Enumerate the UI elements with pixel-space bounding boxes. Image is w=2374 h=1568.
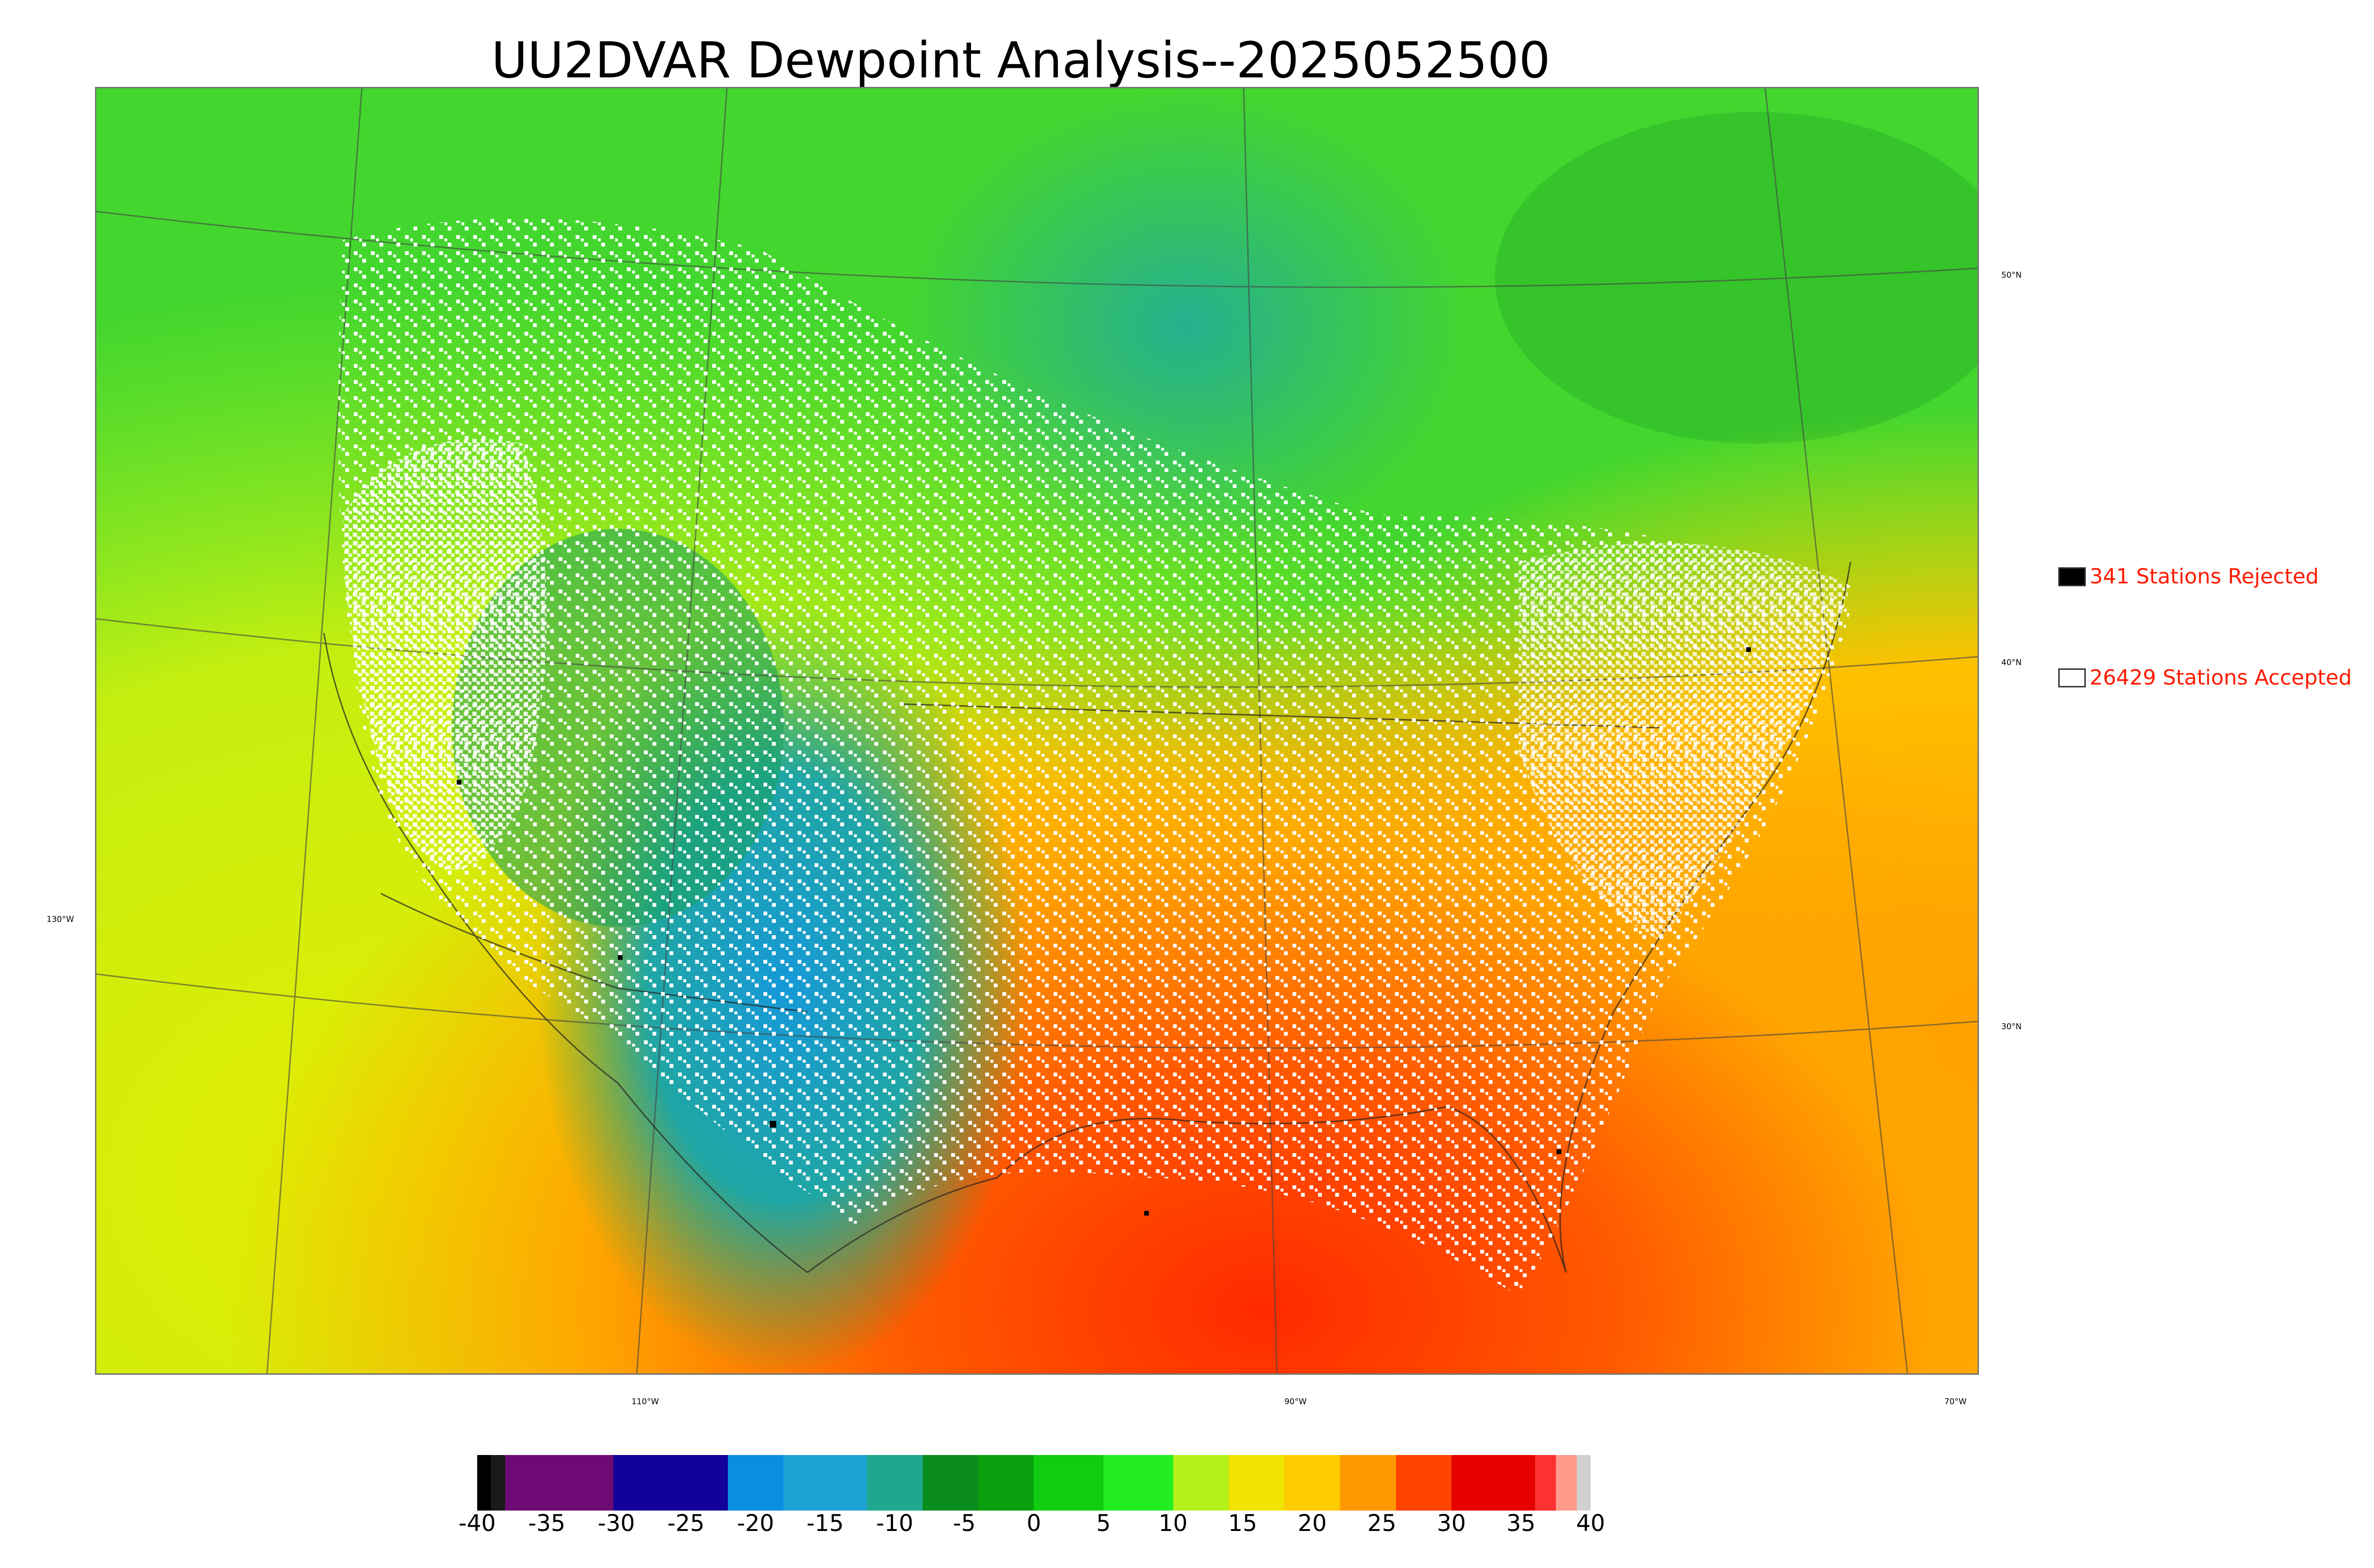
colorbar-segment	[1576, 1455, 1591, 1511]
colorbar-segment	[1451, 1455, 1535, 1511]
colorbar	[477, 1455, 1591, 1511]
colorbar-segment	[1173, 1455, 1229, 1511]
colorbar-tick-label: 0	[1027, 1510, 1041, 1537]
colorbar-tick-label: 40	[1576, 1510, 1605, 1537]
colorbar-ticks: -40 -35 -30 -25 -20 -15 -10 -5 0 5 10 15 20 25 30 35 40	[459, 1510, 1605, 1540]
colorbar-tick-label: -40	[458, 1510, 496, 1537]
colorbar-segment	[1340, 1455, 1396, 1511]
colorbar-segment	[1034, 1455, 1104, 1511]
accepted-stations	[338, 218, 1851, 1296]
colorbar-tick-label: -25	[667, 1510, 705, 1537]
colorbar-tick-label: 30	[1437, 1510, 1466, 1537]
colorbar-tick-label: 10	[1159, 1510, 1188, 1537]
colorbar-tick-label: -30	[597, 1510, 635, 1537]
rejected-swatch	[2058, 567, 2086, 586]
rejected-label: 341 Stations Rejected	[2090, 564, 2319, 589]
lat-label-30n: 30°N	[2001, 1022, 2022, 1032]
accepted-stations-dense	[343, 439, 547, 870]
colorbar-segment	[1535, 1455, 1556, 1511]
colorbar-tick-label: 5	[1096, 1510, 1111, 1537]
colorbar-segment	[922, 1455, 979, 1511]
colorbar-segment	[1395, 1455, 1451, 1511]
colorbar-segment	[1103, 1455, 1173, 1511]
colorbar-tick-label: 25	[1367, 1510, 1396, 1537]
colorbar-segment	[505, 1455, 614, 1511]
lon-label-130w: 130°W	[47, 915, 74, 924]
colorbar-tick-label: -5	[953, 1510, 976, 1537]
lat-label-40n: 40°N	[2001, 658, 2022, 667]
colorbar-tick-label: -35	[528, 1510, 565, 1537]
lon-label-90w: 90°W	[1284, 1397, 1307, 1407]
colorbar-segment	[613, 1455, 728, 1511]
lat-label-50n: 50°N	[2001, 271, 2022, 280]
lon-label-110w: 110°W	[631, 1397, 659, 1407]
accepted-swatch	[2058, 668, 2086, 687]
colorbar-tick-label: -15	[806, 1510, 844, 1537]
colorbar-tick-label: -20	[737, 1510, 774, 1537]
colorbar-segment	[491, 1455, 505, 1511]
chart-title: UU2DVAR Dewpoint Analysis--2025052500	[491, 31, 1551, 89]
colorbar-segment	[727, 1455, 783, 1511]
legend-rejected: 341 Stations Rejected	[2058, 563, 2319, 591]
colorbar-segment	[1228, 1455, 1285, 1511]
colorbar-tick-label: 20	[1298, 1510, 1327, 1537]
colorbar-tick-label: -10	[876, 1510, 914, 1537]
colorbar-segment	[477, 1455, 491, 1511]
lon-label-70w: 70°W	[1944, 1397, 1967, 1407]
legend-accepted: 26429 Stations Accepted	[2058, 664, 2352, 692]
colorbar-segment	[1284, 1455, 1340, 1511]
rejected-stations	[456, 647, 1751, 1216]
colorbar-tick-label: 15	[1228, 1510, 1257, 1537]
colorbar-segment	[867, 1455, 923, 1511]
colorbar-segment	[1555, 1455, 1577, 1511]
colorbar-tick-label: 35	[1506, 1510, 1536, 1537]
map-canvas	[96, 88, 1978, 1373]
dewpoint-map[interactable]	[95, 87, 1979, 1375]
colorbar-segment	[978, 1455, 1034, 1511]
colorbar-segment	[783, 1455, 867, 1511]
accepted-label: 26429 Stations Accepted	[2090, 666, 2352, 690]
